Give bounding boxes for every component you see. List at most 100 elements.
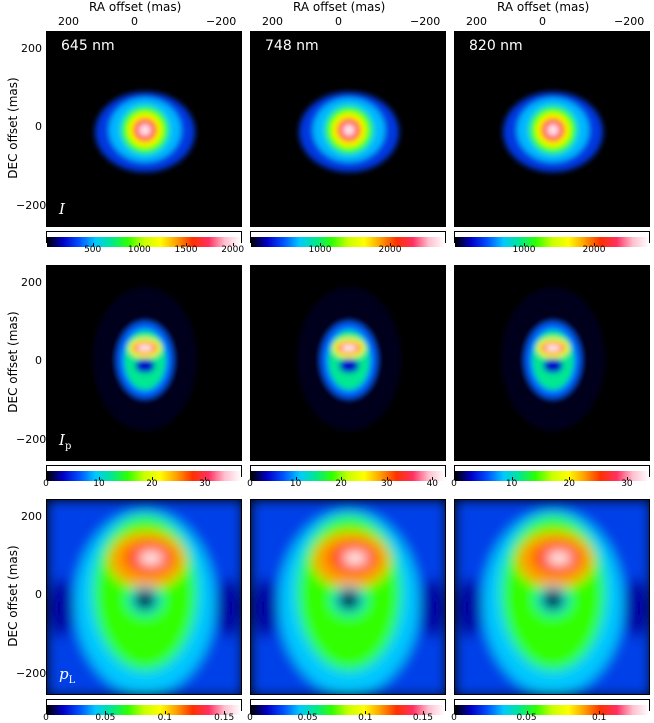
colorbar-tick-label: 30	[199, 479, 211, 489]
colorbar-tick-mark	[46, 711, 47, 714]
colorbar-tick-label: 0.05	[297, 713, 318, 723]
wavelength-label: 748 nm	[265, 38, 319, 54]
white-peak	[346, 127, 352, 133]
colorbar-tick-mark	[569, 477, 571, 480]
colorbar-tick-mark	[204, 477, 206, 480]
intensity-map	[455, 500, 649, 694]
left-dark-lane	[253, 578, 277, 638]
colorbar-gradient	[47, 471, 241, 481]
colorbar-tick-mark	[151, 477, 153, 480]
colorbar	[46, 699, 242, 715]
quantity-label: Ip	[59, 431, 71, 452]
colorbar-tick-label: 30	[381, 479, 393, 489]
yaxis-tick-label: −200	[16, 199, 47, 212]
emission-structure	[501, 287, 605, 431]
colorbar-gradient	[251, 237, 445, 247]
colorbar-tick-label: 0	[451, 479, 457, 489]
emission-structure	[95, 92, 195, 172]
colorbar-tick-mark	[139, 243, 141, 246]
colorbar-tick-label: 20	[563, 479, 576, 489]
colorbar-tick-label: 0.1	[157, 713, 172, 723]
right-dark-lane	[421, 578, 445, 638]
colorbar-fill	[455, 705, 649, 715]
intensity-map	[299, 92, 399, 172]
colorbar-gradient	[251, 471, 445, 481]
colorbar-tick-mark	[320, 243, 321, 246]
white-arc	[547, 552, 571, 564]
colorbar-tick-label: 1000	[127, 245, 151, 255]
colorbar-tick-label: 40	[426, 479, 439, 489]
colorbar-tick-label: 2000	[221, 245, 245, 255]
dark-hole	[339, 359, 359, 373]
colorbar-gradient	[455, 471, 649, 481]
quantity-symbol: I	[59, 431, 65, 449]
colorbar-tick-label: 2000	[582, 245, 606, 255]
colorbar-tick-mark	[511, 477, 513, 480]
image-panel	[250, 499, 446, 695]
image-panel: Ip	[46, 265, 242, 461]
right-dark-lane	[625, 578, 649, 638]
colorbar	[250, 699, 446, 715]
colorbar-tick-mark	[432, 477, 434, 480]
colorbar-tick-mark	[365, 711, 367, 714]
white-arc	[343, 552, 367, 564]
wavelength-label: 820 nm	[469, 38, 523, 54]
colorbar-tick-label: 30	[621, 479, 633, 489]
quantity-subscript: p	[64, 441, 72, 452]
colorbar-fill	[455, 237, 649, 247]
colorbar-gradient	[455, 705, 649, 715]
central-hole	[134, 590, 156, 610]
colorbar-tick-label: 0	[451, 713, 457, 723]
colorbar-tick-label: 0.05	[516, 713, 537, 723]
colorbar-fill	[455, 471, 649, 481]
central-hole	[338, 590, 360, 610]
colorbar-tick-label: 2000	[378, 245, 402, 255]
colorbar-tick-label: 10	[93, 479, 105, 489]
colorbar-tick-mark	[526, 711, 528, 714]
colorbar-tick-mark	[454, 477, 455, 480]
colorbar-tick-label: 0	[247, 713, 253, 723]
colorbar-gradient	[47, 237, 241, 247]
right-dark-lane	[217, 578, 241, 638]
intensity-map	[47, 500, 241, 694]
colorbar	[454, 699, 650, 715]
colorbar-tick-mark	[250, 711, 251, 714]
white-arc	[137, 345, 153, 351]
colorbar-tick-mark	[524, 243, 525, 246]
colorbar-tick-mark	[386, 477, 388, 480]
colorbar-tick-mark	[98, 477, 100, 480]
colorbar-tick-mark	[105, 711, 107, 714]
colorbar-tick-label: 0.1	[358, 713, 373, 723]
image-panel	[454, 499, 650, 695]
quantity-symbol: p	[59, 665, 69, 683]
image-panel: 645 nm I	[46, 31, 242, 227]
colorbar-tick-mark	[224, 711, 226, 714]
central-hole	[542, 590, 564, 610]
colorbar-fill	[47, 237, 241, 247]
colorbar-fill	[251, 705, 445, 715]
yaxis-tick-label: 200	[21, 42, 42, 55]
colorbar-tick-label: 0	[43, 479, 49, 489]
colorbar-tick-label: 20	[335, 479, 347, 489]
emission-structure	[93, 287, 197, 431]
colorbar-tick-label: 0.15	[412, 713, 433, 723]
colorbar-tick-mark	[341, 477, 343, 480]
quantity-label: pL	[59, 665, 75, 686]
intensity-map	[95, 92, 195, 172]
xaxis-tick-label: 0	[539, 15, 546, 28]
colorbar-tick-mark	[307, 711, 309, 714]
colorbar-tick-mark	[46, 477, 47, 480]
left-dark-lane	[49, 578, 73, 638]
left-dark-lane	[457, 578, 481, 638]
colorbar-tick-label: 0	[247, 479, 253, 489]
quantity-symbol: I	[59, 200, 65, 218]
colorbar-tick-label: 20	[146, 479, 158, 489]
white-peak	[142, 127, 148, 133]
colorbar-gradient	[47, 705, 241, 715]
colorbar-tick-label: 10	[289, 479, 302, 489]
emission-structure	[503, 92, 603, 172]
colorbar	[454, 231, 650, 247]
white-arc	[545, 345, 561, 351]
yaxis-tick-label: 0	[35, 588, 42, 601]
